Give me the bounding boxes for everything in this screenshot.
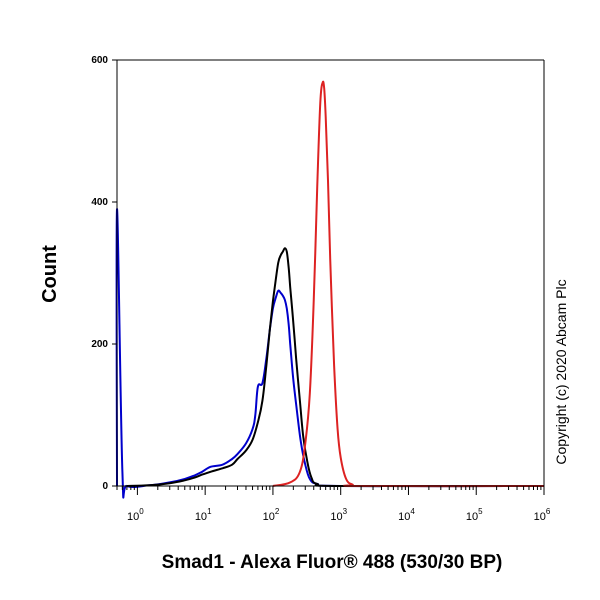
y-tick-label: 600: [91, 55, 108, 66]
x-tick-label: 106: [534, 507, 551, 523]
y-tick-label: 0: [102, 481, 108, 492]
x-axis-label: Smad1 - Alexa Fluor® 488 (530/30 BP): [162, 552, 503, 573]
y-tick-label: 200: [91, 339, 108, 350]
y-tick-label: 400: [91, 197, 108, 208]
x-tick-label: 100: [127, 507, 144, 523]
series-line-3: [272, 80, 545, 488]
series-group: [115, 80, 545, 499]
x-tick-label: 102: [263, 507, 280, 523]
x-tick-label: 101: [195, 507, 212, 523]
ticks-group: 0 200 400 600 100 101 102 103 104 105 106: [91, 55, 551, 523]
x-tick-label: 105: [466, 507, 483, 523]
x-tick-label: 103: [330, 507, 347, 523]
x-tick-label: 104: [398, 507, 415, 523]
copyright-text: Copyright (c) 2020 Abcam Plc: [553, 279, 569, 464]
series-line-2: [126, 247, 545, 488]
y-axis-label: Count: [39, 245, 61, 303]
